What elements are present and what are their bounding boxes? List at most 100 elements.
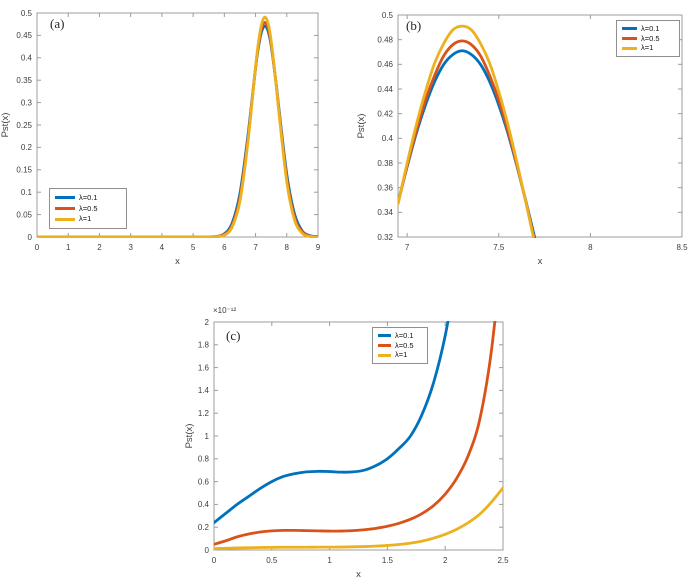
subplot-c: 0 0.5 1 1.5 2 2.5 0 0.2 0.4 0.6 0.8 1 1.2 1.4 1.6 1.8 2 x… bbox=[175, 300, 525, 586]
x-tick-label: 9 bbox=[316, 243, 321, 252]
y-axis-exponent-label: ×10⁻¹² bbox=[213, 306, 237, 315]
y-tick-label: 1.4 bbox=[198, 386, 210, 395]
y-tick-label: 0.44 bbox=[377, 85, 393, 94]
y-axis-label: Pst(x) bbox=[184, 424, 195, 449]
curve-λ=1 bbox=[214, 486, 503, 551]
y-axis-label: Pst(x) bbox=[0, 113, 11, 138]
legend-item: λ=0.5 bbox=[622, 35, 674, 43]
axes-box bbox=[397, 14, 683, 238]
y-tick-label: 0.4 bbox=[198, 500, 210, 509]
y-tick-label: 0.48 bbox=[377, 35, 393, 44]
legend-item: λ=0.5 bbox=[378, 342, 422, 350]
x-tick-label: 7 bbox=[405, 243, 410, 252]
plot-svg: 0 0.5 1 1.5 2 2.5 0 0.2 0.4 0.6 0.8 1 1.2 1.4 1.6 1.8 2 x… bbox=[184, 318, 509, 580]
legend-label: λ=0.5 bbox=[395, 340, 414, 350]
subplot-a: 0 1 2 3 4 5 6 7 8 9 0 0.05 0.1 0.15 0.2 0.25 0.3 0.35 0.4 0… bbox=[0, 0, 350, 285]
panel-label: (a) bbox=[50, 16, 65, 31]
legend-swatch bbox=[378, 353, 391, 357]
x-tick-label: 6 bbox=[222, 243, 227, 252]
y-tick-label: 2 bbox=[205, 318, 210, 327]
x-tick-label: 7.5 bbox=[493, 243, 505, 252]
x-tick-label: 4 bbox=[160, 243, 165, 252]
x-tick-label: 2.5 bbox=[497, 556, 509, 565]
curve-λ=1 bbox=[398, 24, 535, 238]
legend-label: λ=0.1 bbox=[395, 331, 414, 341]
y-tick-label: 0.05 bbox=[16, 210, 32, 219]
axes-box bbox=[213, 321, 504, 551]
legend-item: λ=0.1 bbox=[378, 332, 422, 340]
y-tick-label: 0.38 bbox=[377, 159, 393, 168]
curve-λ=0.1 bbox=[398, 49, 537, 238]
x-tick-label: 2 bbox=[443, 556, 448, 565]
legend-swatch bbox=[622, 37, 637, 40]
x-tick-label: 0 bbox=[35, 243, 40, 252]
legend-swatch bbox=[378, 344, 391, 347]
legend: λ=0.1 λ=0.5 λ=1 bbox=[372, 327, 428, 364]
legend-label: λ=0.5 bbox=[641, 33, 660, 43]
legend: λ=0.1 λ=0.5 λ=1 bbox=[616, 20, 680, 57]
plot-svg: 7 7.5 8 8.5 0.32 0.34 0.36 0.38 0.4 0.42 0.44 0.46 0… bbox=[356, 11, 688, 267]
y-tick-label: 1.2 bbox=[198, 409, 210, 418]
y-tick-label: 0.4 bbox=[21, 54, 33, 63]
legend-label: λ=1 bbox=[79, 214, 92, 224]
legend-item: λ=0.5 bbox=[55, 205, 121, 213]
legend-label: λ=1 bbox=[395, 350, 408, 360]
y-tick-label: 0.5 bbox=[21, 9, 33, 18]
y-axis-label: Pst(x) bbox=[356, 114, 367, 139]
y-tick-label: 0.6 bbox=[198, 477, 210, 486]
x-tick-label: 7 bbox=[253, 243, 258, 252]
x-axis-label: x bbox=[175, 256, 180, 267]
x-tick-label: 0 bbox=[212, 556, 217, 565]
legend: λ=0.1 λ=0.5 λ=1 bbox=[49, 188, 127, 229]
y-tick-label: 0.34 bbox=[377, 208, 393, 217]
legend-label: λ=0.1 bbox=[79, 193, 98, 203]
y-tick-label: 1 bbox=[205, 432, 210, 441]
x-axis-label: x bbox=[538, 256, 543, 267]
legend-item: λ=1 bbox=[378, 351, 422, 359]
curve-λ=0.5 bbox=[214, 321, 497, 546]
legend-item: λ=0.1 bbox=[622, 25, 674, 33]
curve-λ=1 bbox=[37, 15, 318, 238]
legend-item: λ=1 bbox=[622, 44, 674, 52]
y-tick-label: 0.3 bbox=[21, 98, 33, 107]
y-tick-label: 0.36 bbox=[377, 183, 393, 192]
panel-label: (b) bbox=[406, 18, 422, 33]
legend-swatch bbox=[622, 46, 637, 50]
x-tick-label: 3 bbox=[128, 243, 133, 252]
legend-label: λ=0.1 bbox=[641, 24, 660, 34]
x-tick-label: 2 bbox=[97, 243, 102, 252]
y-tick-label: 0 bbox=[205, 546, 210, 555]
legend-swatch bbox=[378, 334, 391, 338]
y-tick-label: 0.2 bbox=[198, 523, 210, 532]
subplot-b: 7 7.5 8 8.5 0.32 0.34 0.36 0.38 0.4 0.42 0.44 0.46 0… bbox=[350, 0, 698, 285]
y-tick-label: 0.42 bbox=[377, 109, 393, 118]
x-tick-label: 0.5 bbox=[266, 556, 278, 565]
y-tick-label: 0.2 bbox=[21, 143, 33, 152]
y-tick-label: 0 bbox=[28, 233, 33, 242]
y-tick-label: 0.46 bbox=[377, 60, 393, 69]
y-tick-label: 0.4 bbox=[382, 134, 394, 143]
x-tick-label: 8 bbox=[588, 243, 593, 252]
y-tick-label: 0.32 bbox=[377, 233, 393, 242]
x-tick-label: 5 bbox=[191, 243, 196, 252]
y-tick-label: 1.6 bbox=[198, 363, 210, 372]
legend-item: λ=0.1 bbox=[55, 194, 121, 202]
curve-λ=0.1 bbox=[214, 321, 450, 525]
y-tick-label: 0.35 bbox=[16, 76, 32, 85]
legend-label: λ=1 bbox=[641, 43, 654, 53]
y-tick-label: 0.1 bbox=[21, 188, 33, 197]
y-tick-label: 0.25 bbox=[16, 121, 32, 130]
legend-swatch bbox=[55, 217, 75, 221]
legend-swatch bbox=[55, 196, 75, 200]
panel-label: (c) bbox=[226, 328, 241, 343]
x-tick-label: 1.5 bbox=[382, 556, 394, 565]
legend-label: λ=0.5 bbox=[79, 203, 98, 213]
y-tick-label: 0.45 bbox=[16, 31, 32, 40]
y-tick-label: 0.15 bbox=[16, 166, 32, 175]
plot-svg: 0 1 2 3 4 5 6 7 8 9 0 0.05 0.1 0.15 0.2 0.25 0.3 0.35 0.4 0… bbox=[0, 9, 321, 267]
legend-swatch bbox=[55, 207, 75, 210]
x-tick-label: 8 bbox=[285, 243, 290, 252]
x-tick-label: 1 bbox=[327, 556, 332, 565]
legend-item: λ=1 bbox=[55, 215, 121, 223]
